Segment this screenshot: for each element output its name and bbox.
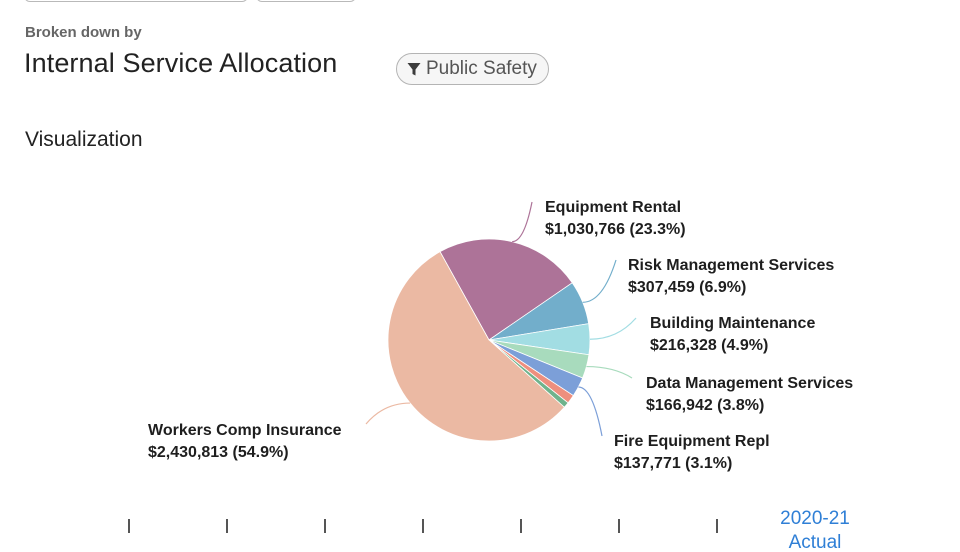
slice-label: Data Management Services: [646, 375, 853, 392]
slice-value-label: $166,942 (3.8%): [646, 397, 764, 414]
leader-line: [582, 259, 617, 303]
slice-label: Equipment Rental: [545, 199, 681, 216]
slice-label: Building Maintenance: [650, 315, 815, 332]
filter-chip-label: Public Safety: [426, 58, 537, 79]
pie-slice-workers-comp-insurance[interactable]: [387, 251, 565, 442]
leader-line: [586, 365, 633, 379]
page-title: Internal Service Allocation: [24, 48, 338, 78]
leader-line: [365, 402, 411, 425]
slice-value-label: $1,030,766 (23.3%): [545, 221, 686, 238]
leader-line: [578, 386, 603, 437]
leader-line: [589, 317, 637, 340]
slice-value-label: $2,430,813 (54.9%): [148, 444, 289, 461]
year-link[interactable]: 2020-21 Actual: [760, 507, 870, 552]
slice-value-label: $307,459 (6.9%): [628, 279, 746, 296]
leader-line: [512, 201, 533, 243]
broken-down-by-label: Broken down by: [25, 24, 142, 41]
slice-label: Workers Comp Insurance: [148, 422, 342, 439]
filter-icon: [407, 62, 421, 77]
period-label: Actual: [788, 532, 842, 552]
slice-label: Fire Equipment Repl: [614, 433, 770, 450]
slice-value-label: $137,771 (3.1%): [614, 455, 732, 472]
filter-chip[interactable]: Public Safety: [396, 53, 549, 85]
slice-value-label: $216,328 (4.9%): [650, 337, 768, 354]
slice-label: Risk Management Services: [628, 257, 834, 274]
year-label: 2020-21: [780, 508, 850, 529]
visualization-heading: Visualization: [25, 128, 143, 151]
pie-slice-equipment-rental[interactable]: [439, 238, 573, 341]
